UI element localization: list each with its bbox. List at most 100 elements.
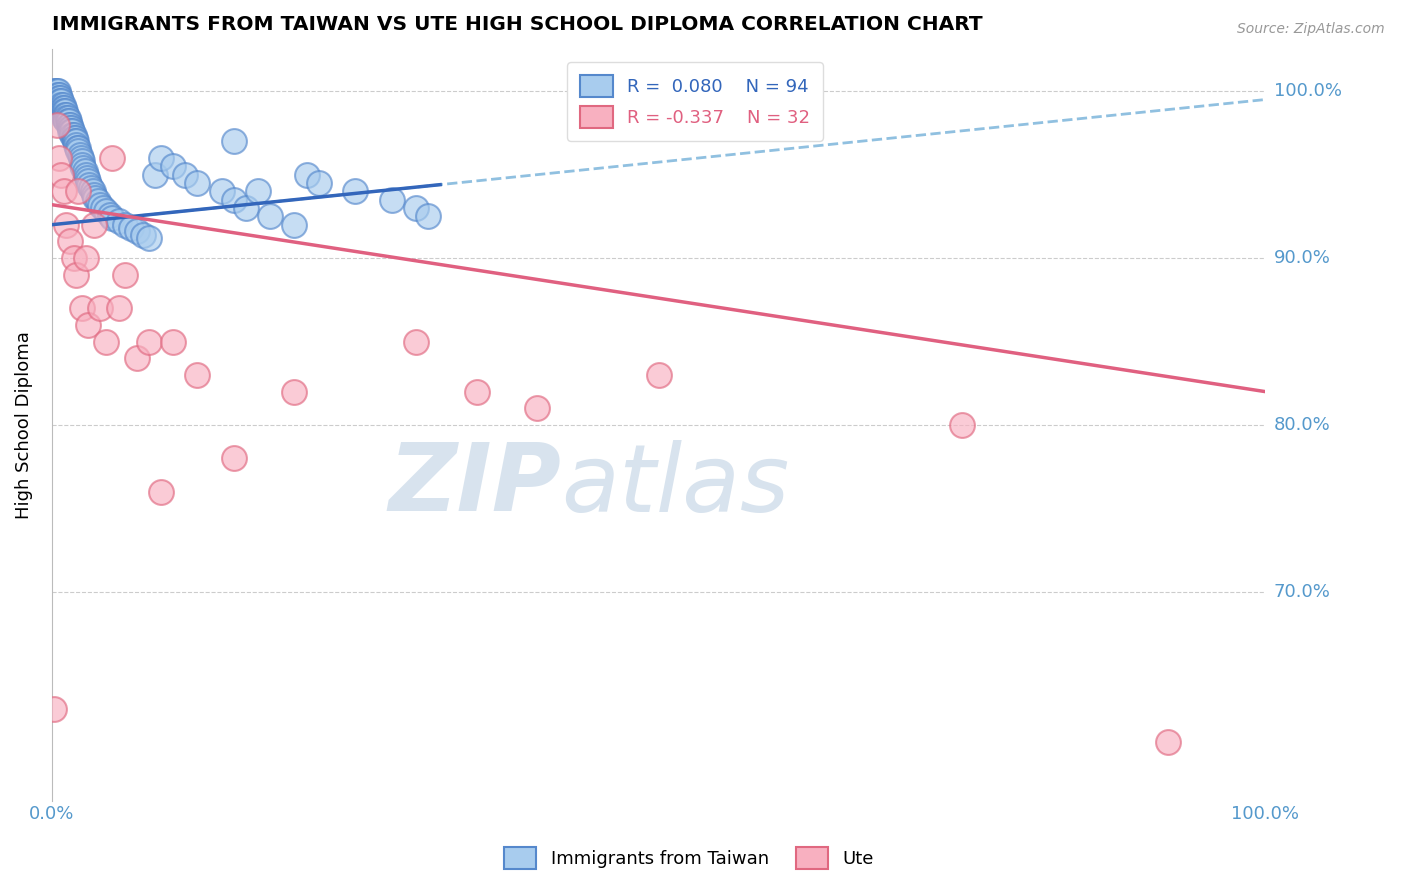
Point	[63, 131, 86, 145]
Point	[52, 101, 75, 115]
Point	[70, 151, 93, 165]
Point	[211, 184, 233, 198]
Text: atlas: atlas	[561, 440, 790, 531]
Point	[87, 194, 110, 209]
Point	[69, 147, 91, 161]
Point	[51, 101, 73, 115]
Point	[75, 168, 97, 182]
Point	[49, 97, 72, 112]
Point	[56, 114, 79, 128]
Point	[162, 334, 184, 349]
Point	[60, 124, 83, 138]
Point	[55, 107, 77, 121]
Point	[283, 218, 305, 232]
Point	[72, 161, 94, 175]
Point	[52, 104, 75, 119]
Point	[45, 87, 67, 102]
Point	[77, 174, 100, 188]
Point	[52, 111, 75, 125]
Point	[53, 107, 76, 121]
Point	[647, 368, 669, 382]
Point	[91, 201, 114, 215]
Point	[60, 128, 83, 142]
Point	[52, 104, 75, 119]
Text: IMMIGRANTS FROM TAIWAN VS UTE HIGH SCHOOL DIPLOMA CORRELATION CHART: IMMIGRANTS FROM TAIWAN VS UTE HIGH SCHOO…	[52, 15, 983, 34]
Point	[222, 193, 245, 207]
Point	[60, 120, 83, 135]
Point	[53, 104, 76, 119]
Point	[283, 384, 305, 399]
Point	[235, 201, 257, 215]
Point	[63, 134, 86, 148]
Point	[416, 210, 439, 224]
Point	[120, 221, 142, 235]
Point	[76, 171, 98, 186]
Point	[56, 111, 79, 125]
Point	[66, 141, 89, 155]
Point	[65, 137, 87, 152]
Text: 80.0%: 80.0%	[1274, 416, 1330, 434]
Point	[344, 184, 367, 198]
Point	[62, 131, 84, 145]
Point	[83, 187, 105, 202]
Point	[295, 168, 318, 182]
Point	[79, 178, 101, 192]
Point	[52, 184, 75, 198]
Point	[70, 301, 93, 315]
Text: 100.0%: 100.0%	[1274, 82, 1341, 100]
Point	[162, 159, 184, 173]
Point	[59, 120, 82, 135]
Point	[259, 210, 281, 224]
Text: Source: ZipAtlas.com: Source: ZipAtlas.com	[1237, 22, 1385, 37]
Point	[46, 91, 69, 105]
Point	[65, 134, 87, 148]
Point	[45, 118, 67, 132]
Point	[138, 231, 160, 245]
Point	[67, 184, 90, 198]
Point	[62, 251, 84, 265]
Point	[107, 214, 129, 228]
Point	[101, 151, 124, 165]
Point	[51, 97, 73, 112]
Point	[59, 118, 82, 132]
Point	[84, 191, 107, 205]
Point	[53, 111, 76, 125]
Point	[65, 268, 87, 282]
Point	[143, 168, 166, 182]
Legend: Immigrants from Taiwan, Ute: Immigrants from Taiwan, Ute	[496, 839, 882, 876]
Point	[101, 211, 124, 225]
Point	[83, 218, 105, 232]
Point	[58, 118, 80, 132]
Point	[950, 417, 973, 432]
Point	[46, 87, 69, 102]
Point	[67, 141, 90, 155]
Point	[308, 176, 330, 190]
Point	[98, 208, 121, 222]
Point	[48, 151, 70, 165]
Point	[89, 301, 111, 315]
Point	[77, 318, 100, 332]
Text: ZIP: ZIP	[388, 439, 561, 531]
Point	[44, 84, 66, 98]
Y-axis label: High School Diploma: High School Diploma	[15, 331, 32, 519]
Point	[149, 151, 172, 165]
Point	[62, 128, 84, 142]
Point	[222, 451, 245, 466]
Point	[75, 251, 97, 265]
Point	[55, 111, 77, 125]
Text: 70.0%: 70.0%	[1274, 583, 1330, 601]
Point	[59, 124, 82, 138]
Point	[60, 124, 83, 138]
Point	[526, 401, 548, 416]
Point	[51, 168, 73, 182]
Point	[55, 218, 77, 232]
Point	[51, 94, 73, 108]
Point	[48, 94, 70, 108]
Point	[51, 104, 73, 119]
Point	[125, 224, 148, 238]
Point	[44, 84, 66, 98]
Point	[70, 154, 93, 169]
Point	[48, 87, 70, 102]
Point	[48, 91, 70, 105]
Point	[59, 235, 82, 249]
